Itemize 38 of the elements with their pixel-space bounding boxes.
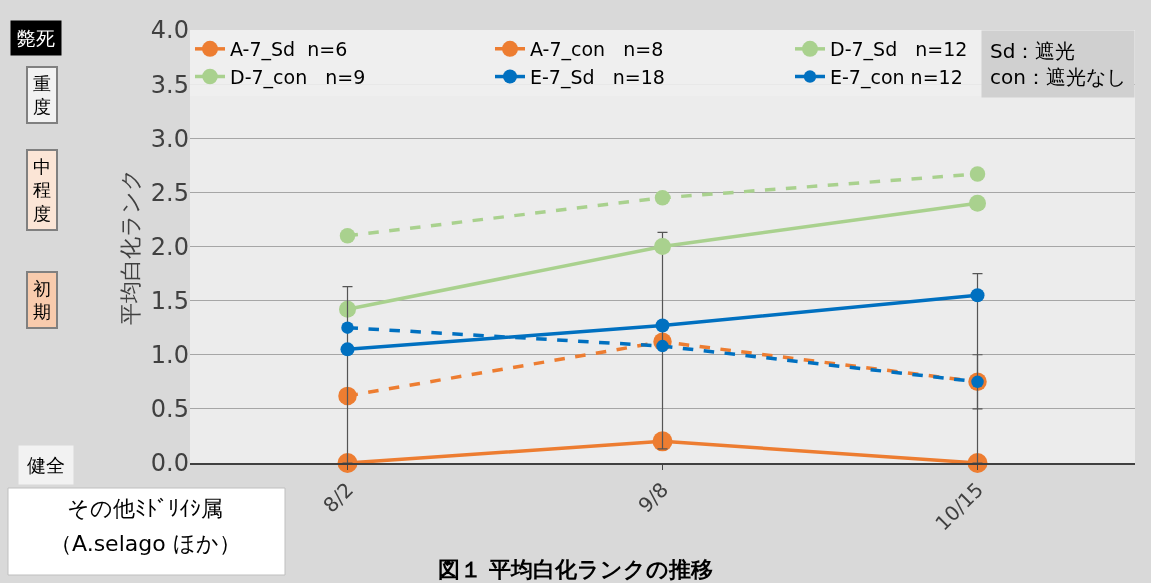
point (338, 386, 357, 406)
legend-label: D-7_Sd n=12 (830, 38, 968, 62)
y-tick-label: 0.0 (150, 449, 189, 478)
legend-label: E-7_Sd n=18 (530, 65, 665, 89)
legend-label: A-7_con n=8 (530, 38, 664, 62)
text: 重度 (33, 73, 51, 118)
text: 健全 (27, 454, 65, 476)
point (339, 227, 356, 244)
y-tick-label: 1.0 (150, 341, 189, 370)
text: 中程度 (33, 156, 51, 224)
point (341, 321, 354, 334)
point (655, 318, 670, 333)
y-tick-label: 0.5 (150, 395, 189, 424)
point (654, 190, 671, 206)
legend-label: D-7_con n=9 (230, 65, 366, 89)
y-tick-label: 4.0 (150, 16, 189, 45)
annotation: Sd：遮光 con：遮光なし (990, 39, 1126, 89)
y-axis-title: 平均白化ランク (117, 168, 143, 325)
point (654, 238, 671, 255)
point (339, 300, 356, 318)
text: 図１ 平均白化ランクの推移 (437, 557, 714, 583)
text: 初期 (33, 278, 51, 323)
point (969, 194, 986, 212)
text: その他ﾐﾄﾞﾘｲｼ属 (67, 496, 223, 521)
legend-label: A-7_Sd n=6 (230, 38, 348, 62)
y-tick-label: 3.5 (150, 70, 189, 99)
y-tick-label: 1.5 (150, 287, 189, 316)
point (969, 166, 986, 182)
y-tick-label: 2.5 (150, 178, 189, 207)
point (340, 342, 355, 357)
y-tick-label: 3.0 (150, 124, 189, 153)
point (970, 288, 985, 303)
x-tick-label: 8/2 (318, 477, 359, 518)
legend-label: E-7_con n=12 (830, 65, 963, 89)
x-tick-label: 9/8 (633, 477, 674, 518)
text: 斃死 (17, 27, 55, 49)
text: （A.selago ほか） (50, 531, 241, 556)
y-tick-label: 2.0 (150, 232, 189, 261)
